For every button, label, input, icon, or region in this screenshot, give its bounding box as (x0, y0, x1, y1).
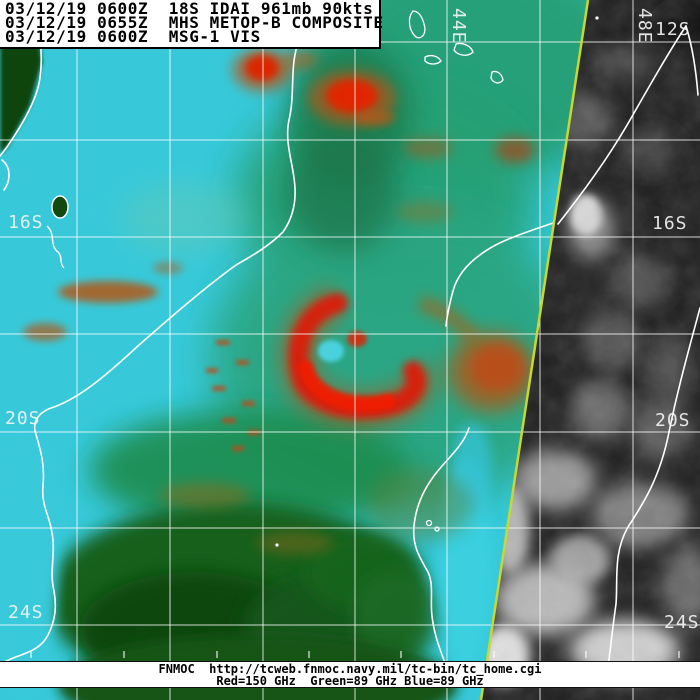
footer-channels-line: Red=150 GHz Green=89 GHz Blue=89 GHz (216, 674, 484, 688)
shire-river-line (46, 225, 65, 269)
product-header-box: 03/12/19 0600Z 18S IDAI 961mb 90kts 03/1… (0, 0, 384, 49)
coastline-madagascar-west-lower (412, 427, 470, 669)
header-line-visible-source: 03/12/19 0600Z MSG-1 VIS (5, 27, 261, 46)
cyclone-idai-spiral (206, 283, 536, 451)
convection-west-streaks (23, 262, 183, 341)
header-line-microwave-source: 03/12/19 0655Z MHS METOP-B COMPOSITE (5, 13, 384, 32)
cyclone-eye (318, 340, 344, 362)
lake-chilwa-outline (51, 195, 69, 219)
lat-label-24s-right: 24S (664, 612, 700, 633)
lat-label-12s-right: 12S (655, 19, 691, 40)
coastline-madagascar-northwest (557, 25, 687, 225)
lat-label-16s-left: 16S (8, 212, 44, 233)
small-white-dot-vis (595, 16, 599, 20)
coastline-madagascar-west-upper (445, 222, 554, 327)
cyclone-west-rainband-fragments (206, 340, 260, 451)
coastline-madagascar-east (606, 307, 700, 675)
coastlines-vis-region (557, 25, 700, 675)
lat-label-20s-right: 20S (655, 410, 691, 431)
footer-url-line: FNMOC http://tcweb.fnmoc.navy.mil/tc-bin… (158, 662, 542, 676)
small-white-dot (275, 543, 279, 547)
convection-north-blobs (232, 48, 535, 223)
lat-label-24s-left: 24S (8, 602, 44, 623)
coastline-madagascar-northeast (685, 25, 699, 96)
swath-edge-line (479, 0, 590, 700)
header-line-storm-info: 03/12/19 0600Z 18S IDAI 961mb 90kts (5, 0, 374, 18)
convection-south-faint-patches (160, 469, 472, 555)
lat-label-16s-right: 16S (652, 213, 688, 234)
bottom-edge-tick-marks (30, 651, 680, 658)
lon-label-44e: 44E (448, 8, 469, 44)
footer-credit-bar: FNMOC http://tcweb.fnmoc.navy.mil/tc-bin… (0, 661, 700, 688)
comoros-islands-outlines (408, 10, 504, 84)
lat-label-20s-left: 20S (5, 408, 41, 429)
lon-label-48e: 48E (634, 8, 655, 44)
